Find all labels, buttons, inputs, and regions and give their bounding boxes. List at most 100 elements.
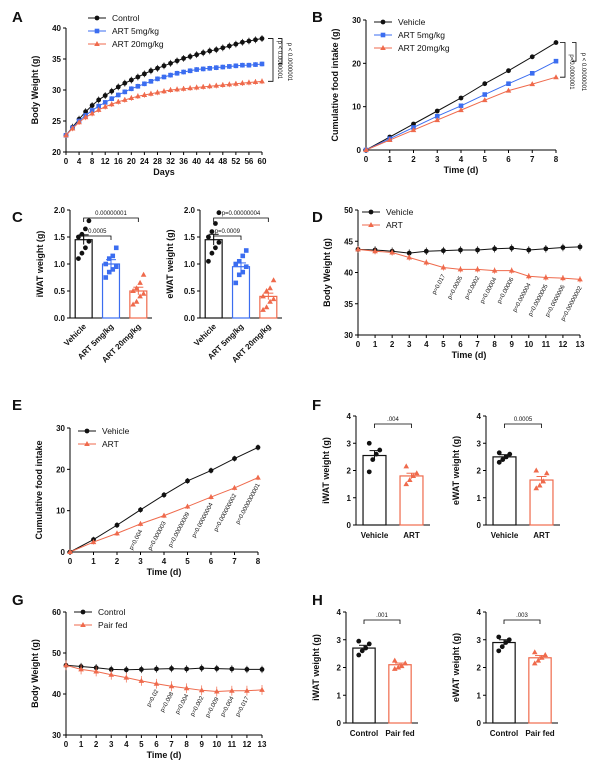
x-tick-label: 10 — [524, 340, 533, 349]
panel-letter: H — [312, 592, 323, 609]
data-point — [199, 665, 205, 671]
legend-label: Vehicle — [398, 17, 426, 27]
data-point — [168, 60, 173, 66]
x-tick-label: 1 — [388, 155, 393, 164]
y-tick-label: 4 — [477, 608, 482, 617]
x-tick-label: 7 — [232, 557, 237, 566]
data-point — [154, 89, 161, 95]
data-point — [267, 285, 273, 291]
y-tick-label: 0.5 — [184, 287, 196, 296]
data-point — [184, 666, 190, 672]
data-point — [553, 40, 559, 45]
p-value-label: p=0.004 — [175, 693, 191, 716]
y-axis-label: Body Weight (g) — [30, 639, 40, 708]
x-tick-label: 2 — [390, 340, 395, 349]
p-value-label: p < 0.0000001 — [286, 43, 292, 82]
y-tick-label: 50 — [52, 649, 61, 658]
data-point — [161, 492, 167, 498]
x-tick-label: 0 — [356, 340, 361, 349]
data-point — [103, 261, 109, 267]
data-point — [458, 103, 464, 109]
data-point — [233, 63, 239, 69]
data-point — [406, 477, 413, 483]
data-point — [270, 296, 277, 302]
x-axis-label: Time (d) — [147, 750, 182, 760]
data-point — [206, 258, 211, 264]
data-point — [413, 470, 420, 476]
x-tick-label: 16 — [114, 157, 123, 166]
y-axis-label: eWAT weight (g) — [451, 436, 461, 505]
y-tick-label: 35 — [52, 55, 61, 64]
data-point — [474, 266, 481, 272]
x-tick-label: 2 — [115, 557, 120, 566]
data-point — [496, 634, 502, 640]
data-point — [213, 47, 219, 53]
data-point — [86, 218, 92, 224]
bar — [352, 647, 376, 724]
p-value-label: p<0.0000001 — [568, 54, 574, 90]
data-point — [386, 137, 393, 143]
data-point — [356, 638, 362, 644]
bar — [362, 454, 387, 526]
data-point — [174, 70, 180, 76]
data-point — [389, 249, 395, 255]
panel-letter: F — [312, 397, 321, 414]
data-point — [356, 652, 362, 658]
data-point — [137, 293, 143, 299]
data-point — [213, 65, 219, 70]
data-point — [108, 101, 115, 107]
bar — [388, 664, 412, 724]
category-label: Vehicle — [62, 322, 88, 348]
data-point — [67, 549, 73, 554]
p-value-label: p=0.00000004 — [222, 211, 261, 217]
data-point — [233, 261, 239, 267]
x-tick-label: 20 — [127, 157, 136, 166]
y-tick-label: 1.5 — [54, 233, 66, 242]
x-tick-label: 0 — [64, 157, 69, 166]
data-point — [263, 288, 270, 293]
data-point — [491, 267, 498, 273]
p-value-label: 0.0005 — [88, 229, 107, 235]
y-tick-label: 0 — [357, 146, 362, 155]
bar — [74, 239, 93, 319]
data-point — [123, 674, 130, 680]
data-point — [553, 74, 559, 80]
legend-marker — [94, 41, 100, 46]
data-point — [154, 666, 159, 672]
y-tick-label: 4 — [477, 412, 482, 421]
data-point — [259, 36, 265, 41]
y-tick-label: 0 — [477, 719, 482, 728]
data-point — [103, 275, 109, 280]
x-tick-label: 3 — [138, 557, 143, 566]
data-point — [355, 246, 361, 252]
significance-bracket — [503, 619, 541, 624]
x-tick-label: 10 — [212, 740, 221, 749]
panel-letter: A — [12, 9, 23, 26]
data-point — [507, 451, 513, 457]
data-point — [363, 147, 369, 152]
data-point — [78, 666, 84, 672]
p-value-label: p=0.00000004 — [191, 502, 215, 539]
data-point — [155, 65, 160, 71]
data-point — [128, 77, 134, 83]
data-point — [543, 274, 549, 280]
data-point — [231, 484, 238, 490]
data-point — [193, 84, 200, 90]
data-point — [395, 664, 402, 670]
series-line — [65, 664, 263, 693]
legend-marker — [380, 19, 386, 25]
data-point — [133, 298, 140, 304]
data-point — [135, 93, 141, 99]
x-tick-label: 9 — [509, 340, 514, 349]
data-point — [226, 81, 233, 87]
data-point — [531, 649, 538, 655]
x-tick-label: 44 — [205, 157, 214, 166]
data-point — [168, 683, 175, 689]
data-point — [402, 660, 409, 666]
data-point — [130, 301, 136, 307]
y-axis-label: eWAT weight (g) — [451, 633, 461, 702]
p-value-label: p=0.017 — [235, 695, 251, 718]
data-point — [214, 666, 220, 671]
y-tick-label: 40 — [52, 24, 61, 33]
data-point — [233, 280, 239, 286]
